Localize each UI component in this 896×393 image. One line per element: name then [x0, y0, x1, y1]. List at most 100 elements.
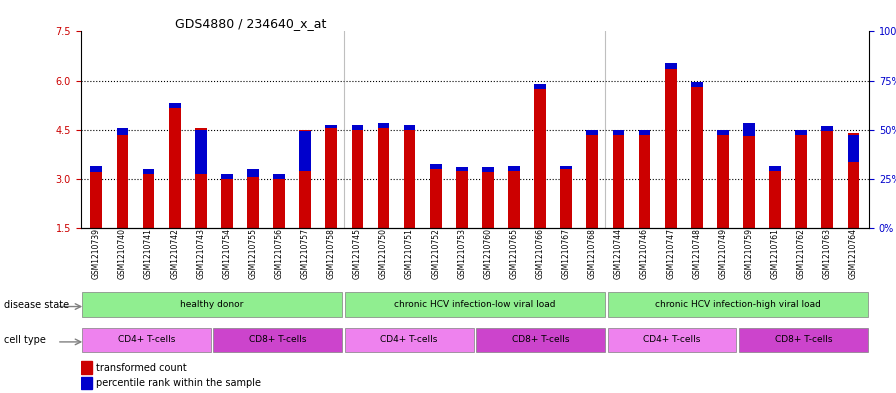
Text: GSM1210751: GSM1210751 [405, 228, 414, 279]
Bar [430, 164, 442, 169]
Text: GSM1210743: GSM1210743 [196, 228, 205, 279]
Text: GSM1210764: GSM1210764 [849, 228, 858, 279]
FancyBboxPatch shape [82, 328, 211, 352]
Text: CD8+ T-cells: CD8+ T-cells [249, 336, 306, 344]
Text: GSM1210760: GSM1210760 [484, 228, 493, 279]
Text: healthy donor: healthy donor [180, 300, 244, 309]
Bar [639, 133, 650, 228]
Text: GSM1210744: GSM1210744 [614, 228, 623, 279]
Bar [404, 128, 416, 228]
FancyBboxPatch shape [82, 292, 342, 317]
Text: GSM1210742: GSM1210742 [170, 228, 179, 279]
Bar [508, 166, 520, 171]
Bar [534, 87, 546, 228]
Bar [247, 169, 259, 177]
Bar [796, 130, 807, 134]
Text: GSM1210750: GSM1210750 [379, 228, 388, 279]
Bar [377, 123, 390, 128]
Bar [90, 166, 102, 172]
Bar [273, 177, 285, 228]
Bar [691, 82, 702, 87]
Bar [482, 167, 494, 172]
Bar [194, 128, 207, 228]
Bar [168, 107, 180, 228]
Bar [299, 131, 311, 171]
Text: GSM1210757: GSM1210757 [301, 228, 310, 279]
Text: GSM1210741: GSM1210741 [144, 228, 153, 279]
Text: transformed count: transformed count [97, 362, 187, 373]
Text: CD4+ T-cells: CD4+ T-cells [643, 336, 701, 344]
Bar [247, 176, 259, 228]
Bar [221, 174, 233, 179]
Text: GSM1210767: GSM1210767 [562, 228, 571, 279]
Bar [717, 130, 728, 134]
Text: GSM1210759: GSM1210759 [745, 228, 754, 279]
Text: GSM1210746: GSM1210746 [640, 228, 649, 279]
Bar [456, 169, 468, 228]
Bar [116, 133, 128, 228]
Bar [796, 133, 807, 228]
Text: GSM1210745: GSM1210745 [353, 228, 362, 279]
FancyBboxPatch shape [739, 328, 868, 352]
Text: CD8+ T-cells: CD8+ T-cells [775, 336, 832, 344]
Bar [273, 174, 285, 179]
Bar [743, 123, 755, 136]
Text: GDS4880 / 234640_x_at: GDS4880 / 234640_x_at [176, 17, 327, 30]
Bar [848, 134, 859, 162]
Bar [351, 125, 363, 130]
Bar [221, 177, 233, 228]
Bar [194, 130, 207, 174]
Text: GSM1210749: GSM1210749 [719, 228, 728, 279]
Bar [482, 171, 494, 228]
Bar [351, 128, 363, 228]
Bar [822, 127, 833, 131]
Bar [743, 135, 755, 228]
Bar [613, 130, 625, 134]
Text: GSM1210761: GSM1210761 [771, 228, 780, 279]
Bar [299, 130, 311, 228]
Text: disease state: disease state [4, 299, 70, 310]
Bar [613, 133, 625, 228]
Bar [717, 133, 728, 228]
Bar [665, 68, 676, 228]
Bar [691, 86, 702, 228]
Text: GSM1210756: GSM1210756 [274, 228, 283, 279]
Bar [560, 166, 573, 169]
Bar [325, 125, 337, 128]
Bar [90, 171, 102, 228]
Bar [560, 167, 573, 228]
Text: GSM1210765: GSM1210765 [510, 228, 519, 279]
Text: GSM1210763: GSM1210763 [823, 228, 831, 279]
Bar [770, 169, 781, 228]
Bar [456, 167, 468, 171]
Bar [508, 169, 520, 228]
Text: GSM1210748: GSM1210748 [693, 228, 702, 279]
Bar [770, 166, 781, 171]
Text: CD4+ T-cells: CD4+ T-cells [117, 336, 175, 344]
Text: CD4+ T-cells: CD4+ T-cells [381, 336, 438, 344]
Bar [404, 125, 416, 130]
Text: GSM1210747: GSM1210747 [667, 228, 676, 279]
Text: GSM1210758: GSM1210758 [327, 228, 336, 279]
Text: CD8+ T-cells: CD8+ T-cells [512, 336, 569, 344]
Text: GSM1210768: GSM1210768 [588, 228, 597, 279]
Text: GSM1210755: GSM1210755 [248, 228, 257, 279]
Text: GSM1210753: GSM1210753 [457, 228, 466, 279]
FancyBboxPatch shape [345, 328, 474, 352]
Bar [81, 377, 92, 389]
Bar [587, 133, 599, 228]
Text: GSM1210752: GSM1210752 [431, 228, 440, 279]
FancyBboxPatch shape [607, 292, 868, 317]
Bar [822, 130, 833, 228]
Bar [81, 361, 92, 373]
Bar [142, 172, 154, 228]
Bar [665, 62, 676, 69]
Text: chronic HCV infection-high viral load: chronic HCV infection-high viral load [655, 300, 821, 309]
Text: GSM1210740: GSM1210740 [118, 228, 127, 279]
Bar [639, 130, 650, 134]
FancyBboxPatch shape [476, 328, 605, 352]
Bar [116, 128, 128, 134]
Bar [848, 133, 859, 228]
Bar [142, 169, 154, 174]
FancyBboxPatch shape [213, 328, 342, 352]
